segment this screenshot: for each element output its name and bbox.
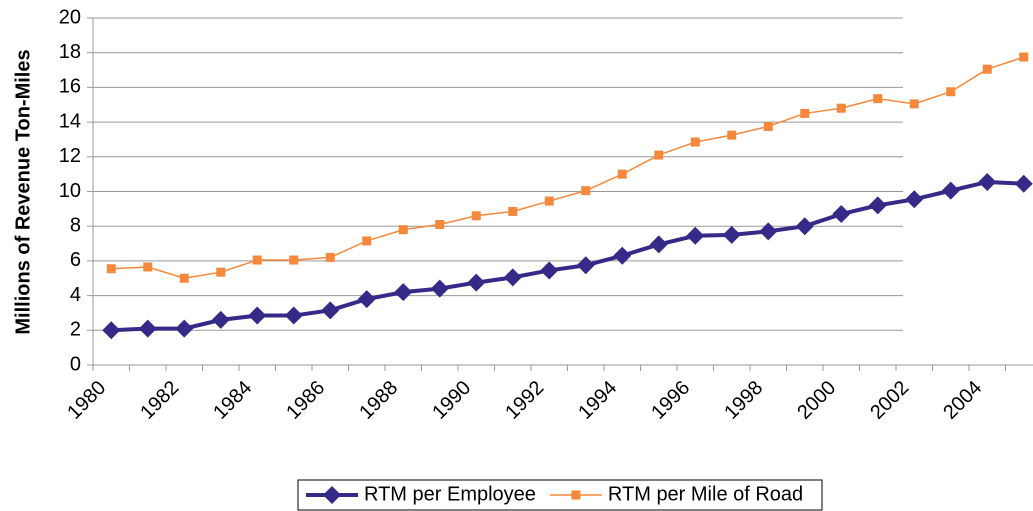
marker [248, 306, 267, 325]
y-tick-label: 12 [59, 145, 81, 167]
marker [795, 217, 814, 236]
marker [138, 319, 157, 338]
marker [398, 225, 408, 235]
y-tick-label: 4 [70, 284, 81, 306]
marker [800, 108, 810, 118]
y-tick-label: 20 [59, 6, 81, 28]
marker [357, 290, 376, 309]
marker [216, 267, 226, 277]
y-tick-label: 2 [70, 319, 81, 341]
y-tick-label: 16 [59, 76, 81, 98]
marker [435, 219, 445, 229]
x-tick-label: 1982 [136, 377, 183, 424]
marker [284, 306, 303, 325]
marker [394, 283, 413, 302]
marker [143, 262, 153, 272]
marker [571, 490, 581, 500]
x-tick-label: 1986 [282, 377, 329, 424]
legend-label: RTM per Mile of Road [608, 483, 803, 505]
x-tick-label: 1996 [647, 377, 694, 424]
marker [1019, 52, 1029, 62]
x-tick-label: 1990 [428, 377, 475, 424]
marker [362, 236, 372, 246]
x-tick-label: 1994 [574, 377, 621, 424]
y-axis-title: Millions of Revenue Ton-Miles [12, 49, 34, 334]
legend-label: RTM per Employee [364, 483, 536, 505]
x-tick-label: 1988 [355, 377, 402, 424]
marker [544, 196, 554, 206]
x-tick-label: 1984 [209, 377, 256, 424]
marker [503, 268, 522, 287]
marker [289, 255, 299, 265]
y-tick-label: 10 [59, 180, 81, 202]
x-tick-label: 1980 [63, 377, 110, 424]
marker [690, 137, 700, 147]
marker [941, 181, 960, 200]
marker [471, 211, 481, 221]
marker [873, 94, 883, 104]
marker [179, 273, 189, 283]
marker [430, 279, 449, 298]
x-tick-label: 2004 [939, 377, 986, 424]
marker [252, 255, 262, 265]
y-tick-label: 6 [70, 249, 81, 271]
marker [106, 264, 116, 274]
y-tick-label: 8 [70, 214, 81, 236]
y-tick-label: 0 [70, 353, 81, 375]
marker [1014, 174, 1033, 193]
marker [211, 310, 230, 329]
y-tick-label: 14 [59, 110, 81, 132]
marker [905, 190, 924, 209]
marker [759, 222, 778, 241]
marker [540, 261, 559, 280]
marker [581, 186, 591, 196]
marker [836, 103, 846, 113]
series-line [111, 179, 1024, 333]
marker [763, 121, 773, 131]
marker [175, 319, 194, 338]
legend: RTM per Employee RTM per Mile of Road [297, 479, 823, 511]
marker [576, 256, 595, 275]
marker [978, 172, 997, 191]
marker [321, 301, 340, 320]
x-tick-label: 2000 [793, 377, 840, 424]
marker [722, 225, 741, 244]
marker [323, 486, 341, 504]
x-tick-label: 1992 [501, 377, 548, 424]
marker [102, 321, 121, 340]
marker [649, 235, 668, 254]
marker [508, 206, 518, 216]
y-tick-label: 18 [59, 41, 81, 63]
x-tick-label: 1998 [720, 377, 767, 424]
marker [909, 99, 919, 109]
marker [946, 87, 956, 97]
marker [654, 150, 664, 160]
x-tick-label: 2002 [866, 377, 913, 424]
marker [617, 169, 627, 179]
marker [686, 226, 705, 245]
marker [467, 273, 486, 292]
marker [868, 196, 887, 215]
marker [832, 205, 851, 224]
series-line [111, 56, 1024, 280]
marker [727, 130, 737, 140]
marker [613, 246, 632, 265]
marker [982, 64, 992, 74]
marker [325, 252, 335, 262]
